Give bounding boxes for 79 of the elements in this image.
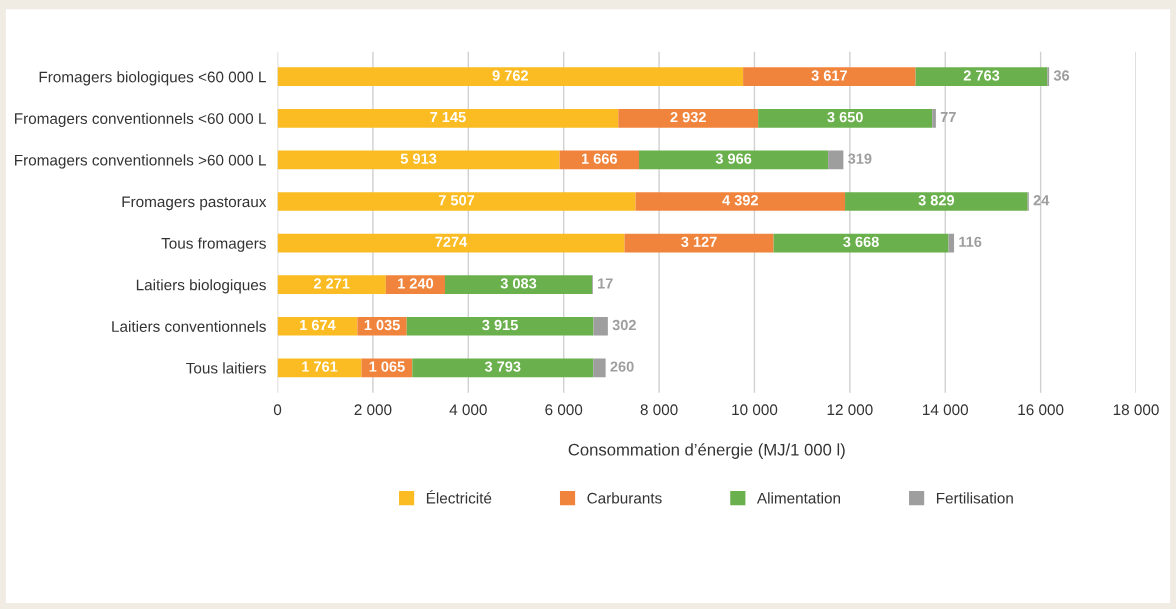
bar <box>277 108 619 128</box>
data-label: 36 <box>1053 70 1070 81</box>
data-label: 1 666 <box>581 153 617 164</box>
y-tick-label: Tous fromagers <box>161 237 266 252</box>
data-label: 302 <box>612 319 636 331</box>
bar <box>277 275 386 295</box>
x-axis-title: Consommation d’énergie (MJ/1 000 l) <box>568 443 845 459</box>
data-label: 17 <box>598 278 613 289</box>
data-label: 319 <box>848 153 872 164</box>
data-label: 2 271 <box>313 278 350 289</box>
bar <box>932 108 936 128</box>
data-label: 77 <box>940 112 956 123</box>
x-tick-label: 18 000 <box>1113 404 1159 416</box>
legend-label: Électricité <box>426 490 492 504</box>
bar <box>406 316 594 336</box>
bar <box>593 358 606 378</box>
legend-label: Fertilisation <box>936 492 1013 504</box>
x-tick-label: 4 000 <box>449 404 487 416</box>
data-label: 3 668 <box>843 236 879 248</box>
bar <box>277 316 358 336</box>
bar <box>277 358 362 378</box>
data-label: 4 392 <box>722 195 758 206</box>
y-tick-label: Fromagers conventionnels >60 000 L <box>15 154 266 169</box>
bar <box>277 233 625 253</box>
data-label: 3 915 <box>482 319 518 331</box>
data-label: 7274 <box>435 236 468 247</box>
data-label: 24 <box>1033 195 1050 206</box>
data-label: 2 932 <box>670 111 706 123</box>
data-label: 1 065 <box>369 361 405 372</box>
legend-label: Carburants <box>587 492 662 504</box>
bar <box>828 150 844 170</box>
x-tick-label: 14 000 <box>923 404 969 416</box>
data-label: 3 127 <box>681 236 717 248</box>
y-tick-label: Tous laitiers <box>186 362 266 374</box>
y-tick-label: Fromagers pastoraux <box>122 196 267 211</box>
bar <box>773 233 949 253</box>
data-label: 5 913 <box>400 153 437 164</box>
data-label: 3 829 <box>918 195 955 206</box>
bar <box>277 150 560 170</box>
data-label: 3 650 <box>827 111 863 123</box>
bar <box>444 275 593 295</box>
bar <box>635 192 846 211</box>
x-tick-label: 16 000 <box>1018 404 1064 416</box>
bar <box>412 358 594 378</box>
bar <box>618 108 759 128</box>
bar <box>845 192 1028 211</box>
data-label: 1 035 <box>364 319 400 331</box>
data-label: 3 793 <box>484 361 521 372</box>
data-label: 7 145 <box>430 112 466 123</box>
bar <box>758 108 933 128</box>
data-label: 3 617 <box>811 70 847 81</box>
x-tick-label: 12 000 <box>827 404 873 416</box>
bar <box>277 67 744 87</box>
y-tick-label: Fromagers conventionnels <60 000 L <box>15 112 266 128</box>
data-label: 2 763 <box>963 70 1000 81</box>
data-label: 1 674 <box>300 319 336 331</box>
data-label: 1 240 <box>398 278 434 289</box>
data-label: 3 966 <box>715 153 752 164</box>
x-tick-label: 10 000 <box>732 404 778 416</box>
data-label: 7 507 <box>438 195 475 206</box>
x-tick-label: 6 000 <box>545 404 583 416</box>
y-tick-label: Fromagers biologiques <60 000 L <box>39 71 266 86</box>
data-label: 1 761 <box>302 361 338 372</box>
legend-label: Alimentation <box>756 492 841 504</box>
bar <box>639 150 829 170</box>
data-label: 116 <box>959 236 982 247</box>
data-label: 3 083 <box>500 278 537 289</box>
bar <box>743 67 916 87</box>
bar <box>915 67 1048 87</box>
x-tick-label: 0 <box>273 404 282 416</box>
x-tick-label: 8 000 <box>640 404 678 416</box>
bar <box>277 192 636 211</box>
x-tick-label: 2 000 <box>354 404 392 416</box>
y-tick-label: Laitiers conventionnels <box>112 320 266 332</box>
y-tick-label: Laitiers biologiques <box>136 279 266 294</box>
bar <box>593 316 608 336</box>
data-label: 260 <box>610 361 634 372</box>
data-label: 9 762 <box>492 70 528 81</box>
bar <box>624 233 774 253</box>
